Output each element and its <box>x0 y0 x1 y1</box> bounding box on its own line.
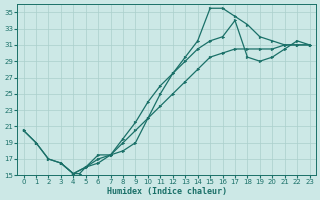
X-axis label: Humidex (Indice chaleur): Humidex (Indice chaleur) <box>107 187 227 196</box>
